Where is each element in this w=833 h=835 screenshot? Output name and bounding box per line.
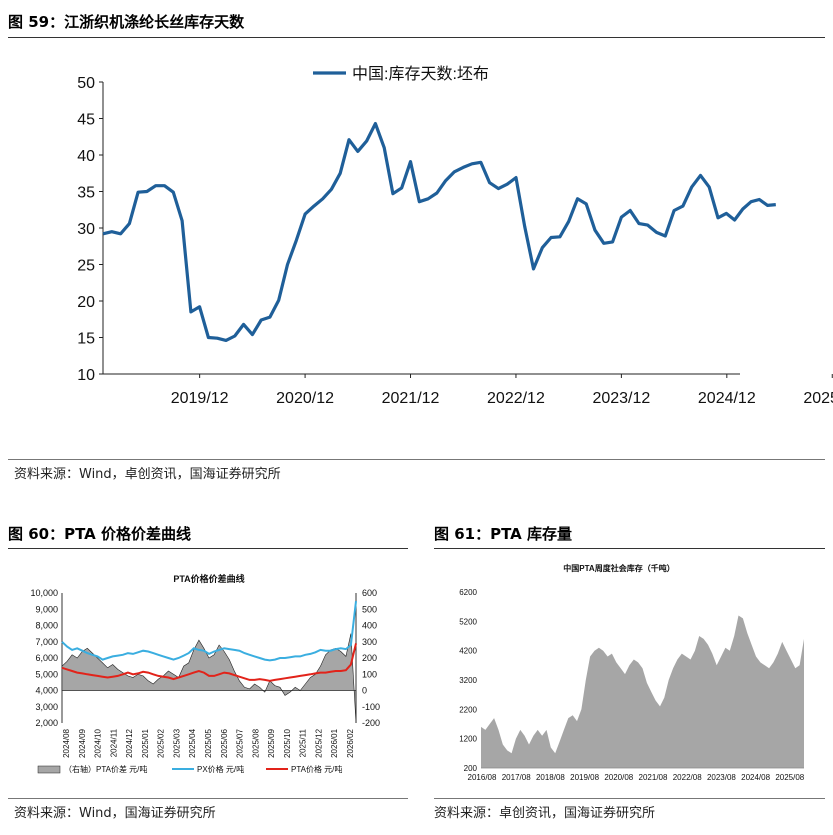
series-line-inventory-days — [102, 122, 776, 342]
figure-61-bottom-rule — [434, 798, 825, 799]
y-left-tick-label: 3,000 — [35, 702, 58, 712]
x-tick-label: 2026/01 — [330, 728, 339, 757]
figure-60-bottom-rule — [8, 798, 408, 799]
y-right-tick-label: 200 — [362, 653, 377, 663]
x-tick-label: 2025/02 — [157, 728, 166, 757]
legend-label-px: PX价格 元/吨 — [197, 764, 244, 774]
figure-60-top-rule — [8, 548, 408, 549]
y-left-tick-label: 10,000 — [30, 588, 58, 598]
y-left-tick-label: 8,000 — [35, 621, 58, 631]
figure-61-title: 图 61：PTA 库存量 — [434, 525, 572, 543]
x-tick-label: 2023/08 — [707, 773, 736, 782]
y-tick-label: 20 — [77, 294, 95, 311]
y-left-tick-label: 6,000 — [35, 653, 58, 663]
x-tick-label: 2024/10 — [94, 728, 103, 757]
x-tick-label: 2024/09 — [78, 728, 87, 757]
x-tick-label: 2024/11 — [109, 728, 118, 757]
x-tick-label: 2024/08 — [741, 773, 770, 782]
legend-label-pta: PTA价格 元/吨 — [291, 764, 342, 774]
y-tick-label: 45 — [77, 112, 95, 129]
figure-60-source: 资料来源：Wind，国海证券研究所 — [14, 806, 216, 821]
figure-59-title: 图 59：江浙织机涤纶长丝库存天数 — [8, 13, 245, 31]
x-tick-label: 2025/03 — [172, 728, 181, 757]
legend-swatch-spread — [37, 765, 61, 774]
x-tick-label: 2019/08 — [570, 773, 599, 782]
figure-61-top-rule — [434, 548, 825, 549]
legend-label: 中国:库存天数:坯布 — [352, 65, 489, 83]
y-tick-label: 200 — [464, 764, 478, 773]
x-tick-label: 2021/12 — [382, 390, 440, 407]
x-tick-label: 2025/12 — [803, 390, 833, 407]
y-tick-label: 50 — [77, 75, 95, 92]
y-tick-label: 6200 — [459, 588, 477, 597]
x-tick-label: 2024/12 — [698, 390, 756, 407]
x-tick-label: 2020/12 — [276, 390, 334, 407]
y-left-tick-label: 4,000 — [35, 686, 58, 696]
x-tick-label: 2024/08 — [62, 728, 71, 757]
y-tick-label: 5200 — [459, 617, 477, 626]
x-tick-label: 2018/08 — [536, 773, 565, 782]
x-tick-label: 2017/08 — [502, 773, 531, 782]
chart-title: PTA价格价差曲线 — [173, 573, 244, 584]
x-tick-label: 2025/07 — [236, 728, 245, 757]
series-area-pta-inventory — [481, 615, 804, 768]
y-right-tick-label: 0 — [362, 686, 367, 696]
figure-59-top-rule — [8, 37, 825, 38]
figure-61-source: 资料来源：卓创资讯，国海证券研究所 — [434, 806, 656, 821]
series-line-pta-price — [61, 643, 357, 682]
y-tick-label: 2200 — [459, 705, 477, 714]
x-tick-label: 2025/11 — [299, 728, 308, 757]
x-tick-label: 2024/12 — [125, 728, 134, 757]
y-tick-label: 4200 — [459, 647, 477, 656]
x-tick-label: 2025/06 — [220, 728, 229, 757]
x-tick-label: 2025/08 — [251, 728, 260, 757]
y-tick-label: 3200 — [459, 676, 477, 685]
y-left-tick-label: 2,000 — [35, 718, 58, 728]
y-tick-label: 10 — [77, 367, 95, 384]
y-left-tick-label: 9,000 — [35, 604, 58, 614]
y-tick-label: 30 — [77, 221, 95, 238]
x-tick-label: 2022/08 — [673, 773, 702, 782]
legend-label-spread: （右轴）PTA价差 元/吨 — [64, 764, 147, 774]
figure-59-source: 资料来源：Wind，卓创资讯，国海证券研究所 — [14, 467, 281, 482]
y-right-tick-label: -100 — [362, 702, 380, 712]
x-tick-label: 2021/08 — [639, 773, 668, 782]
series-line-px-price — [61, 600, 357, 662]
y-right-tick-label: 300 — [362, 637, 377, 647]
y-tick-label: 25 — [77, 258, 95, 275]
x-tick-label: 2025/08 — [775, 773, 804, 782]
x-tick-label: 2025/01 — [141, 728, 150, 757]
x-tick-label: 2025/12 — [314, 728, 323, 757]
x-tick-label: 2016/08 — [468, 773, 497, 782]
y-left-tick-label: 7,000 — [35, 637, 58, 647]
figure-59-bottom-rule — [8, 459, 825, 460]
y-tick-label: 15 — [77, 331, 95, 348]
inventory-days-chart: 10 15 20 25 30 35 40 45 50 2019/12 2020/12 2021/12 2… — [77, 65, 833, 407]
x-tick-label: 2019/12 — [171, 390, 229, 407]
y-tick-label: 40 — [77, 148, 95, 165]
x-tick-label: 2025/04 — [188, 728, 197, 757]
y-right-tick-label: 500 — [362, 604, 377, 614]
x-tick-label: 2025/05 — [204, 728, 213, 757]
y-tick-label: 1200 — [459, 735, 477, 744]
y-left-tick-label: 5,000 — [35, 669, 58, 679]
x-tick-label: 2025/10 — [283, 728, 292, 757]
x-tick-label: 2023/12 — [592, 390, 650, 407]
x-tick-label: 2025/09 — [267, 728, 276, 757]
y-right-tick-label: 400 — [362, 621, 377, 631]
x-tick-label: 2022/12 — [487, 390, 545, 407]
x-tick-label: 2020/08 — [604, 773, 633, 782]
y-right-tick-label: -200 — [362, 718, 380, 728]
figure-60-title: 图 60：PTA 价格价差曲线 — [8, 525, 191, 543]
chart-title: 中国PTA周度社会库存（千吨） — [563, 563, 674, 573]
series-area-pta-spread — [61, 633, 357, 724]
y-right-tick-label: 100 — [362, 669, 377, 679]
x-tick-label: 2026/02 — [346, 728, 355, 757]
y-right-tick-label: 600 — [362, 588, 377, 598]
y-tick-label: 35 — [77, 185, 95, 202]
